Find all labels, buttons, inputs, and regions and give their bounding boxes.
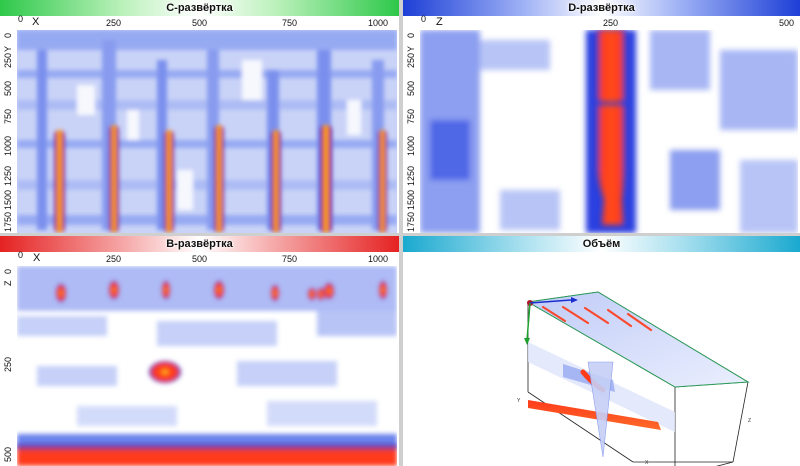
d-scan-image[interactable] [420,30,798,233]
d-scan-panel[interactable]: D-развёртка Z 0 250 500 Y 0 250 500 750 … [403,0,800,233]
d-scan-v-tick: 0 [406,32,416,38]
b-scan-h-tick: 1000 [368,254,389,264]
d-scan-streak [596,30,626,225]
c-scan-h-tick: 750 [282,18,298,28]
d-scan-z-letter: Z [436,16,443,28]
c-scan-h-tick: 500 [192,18,208,28]
c-scan-v-tick: 750 [3,108,13,124]
d-scan-h-tick: 0 [421,14,427,24]
d-scan-v-tick: 250 [406,52,416,68]
c-scan-h-tick: 0 [18,14,24,24]
horizontal-splitter[interactable] [0,233,800,236]
c-scan-v-tick: 1750 [3,211,13,232]
d-scan-v-tick: 1750 [406,211,416,232]
volume-axis-z-label: Z [748,418,751,424]
d-scan-title: D-развёртка [403,0,800,16]
b-scan-h-tick: 750 [282,254,298,264]
d-scan-v-tick: 500 [406,80,416,96]
c-scan-v-tick: 1000 [3,135,13,156]
c-scan-title: C-развёртка [0,0,399,16]
b-scan-x-letter: X [33,252,41,264]
c-scan-image[interactable] [17,30,397,233]
volume-axis-y-label: Y [517,398,521,404]
c-scan-panel[interactable]: C-развёртка X 0 250 500 750 1000 Y 0 250… [0,0,399,233]
volume-axis-gizmo [524,297,578,345]
d-scan-h-tick: 250 [603,18,619,28]
b-scan-h-tick: 500 [192,254,208,264]
d-scan-v-tick: 1000 [406,135,416,156]
d-scan-h-tick: 500 [779,18,795,28]
c-scan-streaks [54,125,387,233]
c-scan-v-tick: 1250 [3,165,13,186]
b-scan-v-tick: 0 [3,268,13,274]
b-scan-reflectors [56,281,387,383]
c-scan-y-letter: Y [3,45,13,52]
d-scan-v-tick: 1250 [406,165,416,186]
b-scan-v-tick: 250 [3,356,13,372]
d-scan-v-tick: 1500 [406,189,416,210]
b-scan-h-tick: 0 [18,250,24,260]
c-scan-h-tick: 250 [106,18,122,28]
volume-axis-x-label: X [645,460,649,466]
b-scan-panel[interactable]: B-развёртка X 0 250 500 750 1000 Z 0 250… [0,236,399,466]
c-scan-h-tick: 1000 [368,18,389,28]
volume-title: Объём [403,236,800,252]
volume-panel[interactable]: Объём [403,236,800,466]
c-scan-x-letter: X [32,16,40,28]
c-scan-v-tick: 1500 [3,189,13,210]
d-scan-y-letter: Y [406,45,416,52]
b-scan-h-tick: 250 [106,254,122,264]
b-scan-image[interactable] [17,266,397,466]
c-scan-v-tick: 0 [3,32,13,38]
volume-3d-view[interactable]: Y X Z [403,252,800,466]
b-scan-z-letter: Z [3,280,13,287]
b-scan-v-tick: 500 [3,446,13,462]
b-scan-title: B-развёртка [0,236,399,252]
b-scan-backwall [17,444,397,466]
c-scan-v-tick: 250 [3,52,13,68]
d-scan-v-tick: 750 [406,108,416,124]
c-scan-v-tick: 500 [3,80,13,96]
